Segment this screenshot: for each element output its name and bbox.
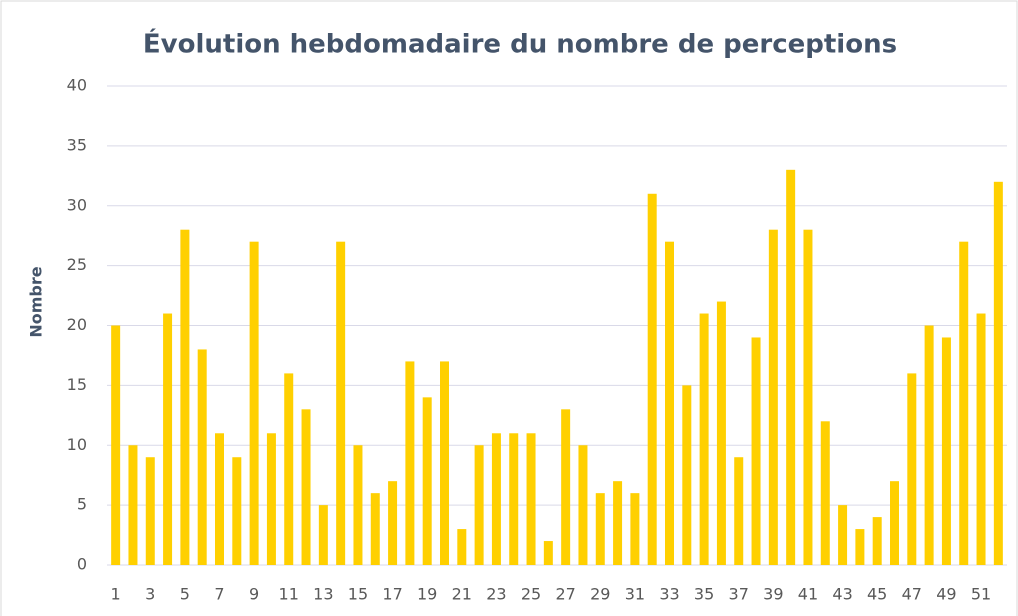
x-tick-label: 9 xyxy=(249,585,259,604)
bar xyxy=(907,373,917,565)
bar xyxy=(768,229,778,565)
x-tick-label: 49 xyxy=(936,585,956,604)
x-tick-label: 47 xyxy=(902,585,922,604)
x-tick-label: 41 xyxy=(798,585,818,604)
bar xyxy=(682,385,692,565)
bar xyxy=(336,241,346,566)
bar xyxy=(457,529,467,565)
x-tick-label: 7 xyxy=(214,585,224,604)
bar xyxy=(526,433,536,565)
y-tick-label: 40 xyxy=(67,76,87,95)
bar xyxy=(284,373,294,565)
bar xyxy=(665,241,674,566)
x-tick-label: 3 xyxy=(145,585,155,604)
bar xyxy=(803,229,813,565)
bar xyxy=(474,445,484,565)
bar xyxy=(872,517,882,565)
bar xyxy=(388,481,398,565)
bar xyxy=(422,397,432,565)
y-tick-label: 25 xyxy=(67,255,87,274)
y-tick-label: 0 xyxy=(77,555,87,574)
x-tick-label: 13 xyxy=(313,585,333,604)
bar xyxy=(249,241,259,566)
x-tick-label: 45 xyxy=(867,585,887,604)
x-tick-label: 19 xyxy=(417,585,437,604)
bar xyxy=(959,241,969,566)
x-tick-label: 51 xyxy=(971,585,991,604)
bar xyxy=(266,433,276,565)
bar xyxy=(232,457,242,565)
bar xyxy=(630,493,640,565)
bar xyxy=(890,481,899,565)
x-tick-label: 11 xyxy=(279,585,299,604)
y-tick-label: 5 xyxy=(77,495,87,514)
bar xyxy=(215,433,224,565)
bar xyxy=(855,529,865,565)
x-tick-label: 39 xyxy=(763,585,783,604)
x-tick-label: 37 xyxy=(729,585,749,604)
bar xyxy=(820,421,830,565)
bar xyxy=(561,409,571,565)
bar xyxy=(786,169,796,565)
bar xyxy=(145,457,155,565)
x-tick-label: 33 xyxy=(659,585,679,604)
bar xyxy=(370,493,380,565)
y-tick-label: 10 xyxy=(67,435,87,454)
bar xyxy=(751,337,761,565)
chart-title: Évolution hebdomadaire du nombre de perc… xyxy=(143,28,897,60)
y-tick-label: 35 xyxy=(67,135,87,154)
bar xyxy=(838,505,848,565)
x-tick-label: 17 xyxy=(382,585,402,604)
x-tick-label: 21 xyxy=(452,585,472,604)
y-axis-title: Nombre xyxy=(27,266,46,337)
bar xyxy=(128,445,138,565)
bar xyxy=(353,445,363,565)
x-tick-label: 23 xyxy=(486,585,506,604)
bar xyxy=(734,457,744,565)
bar xyxy=(163,313,173,565)
bar xyxy=(180,229,190,565)
bar xyxy=(405,361,415,565)
bar xyxy=(491,433,501,565)
y-tick-label: 15 xyxy=(67,375,87,394)
x-tick-label: 27 xyxy=(555,585,575,604)
x-tick-label: 31 xyxy=(625,585,645,604)
bar xyxy=(613,481,623,565)
bar xyxy=(595,493,605,565)
x-tick-label: 15 xyxy=(348,585,368,604)
bar xyxy=(318,505,328,565)
bar xyxy=(301,409,311,565)
bar xyxy=(976,313,986,565)
bar xyxy=(993,181,1003,566)
y-tick-label: 20 xyxy=(67,315,87,334)
bar xyxy=(716,301,726,565)
x-tick-label: 35 xyxy=(694,585,714,604)
bar xyxy=(440,361,449,565)
y-tick-label: 30 xyxy=(67,195,87,214)
bar xyxy=(578,445,588,565)
bar xyxy=(941,337,951,565)
x-tick-label: 25 xyxy=(521,585,541,604)
x-tick-label: 1 xyxy=(111,585,121,604)
x-tick-label: 43 xyxy=(832,585,852,604)
bar xyxy=(699,313,709,565)
bar xyxy=(509,433,519,565)
bar xyxy=(647,193,657,565)
x-tick-label: 5 xyxy=(180,585,190,604)
x-tick-label: 29 xyxy=(590,585,610,604)
bar xyxy=(543,541,553,565)
bar xyxy=(924,325,934,565)
bar xyxy=(197,349,207,565)
bar xyxy=(111,325,121,565)
